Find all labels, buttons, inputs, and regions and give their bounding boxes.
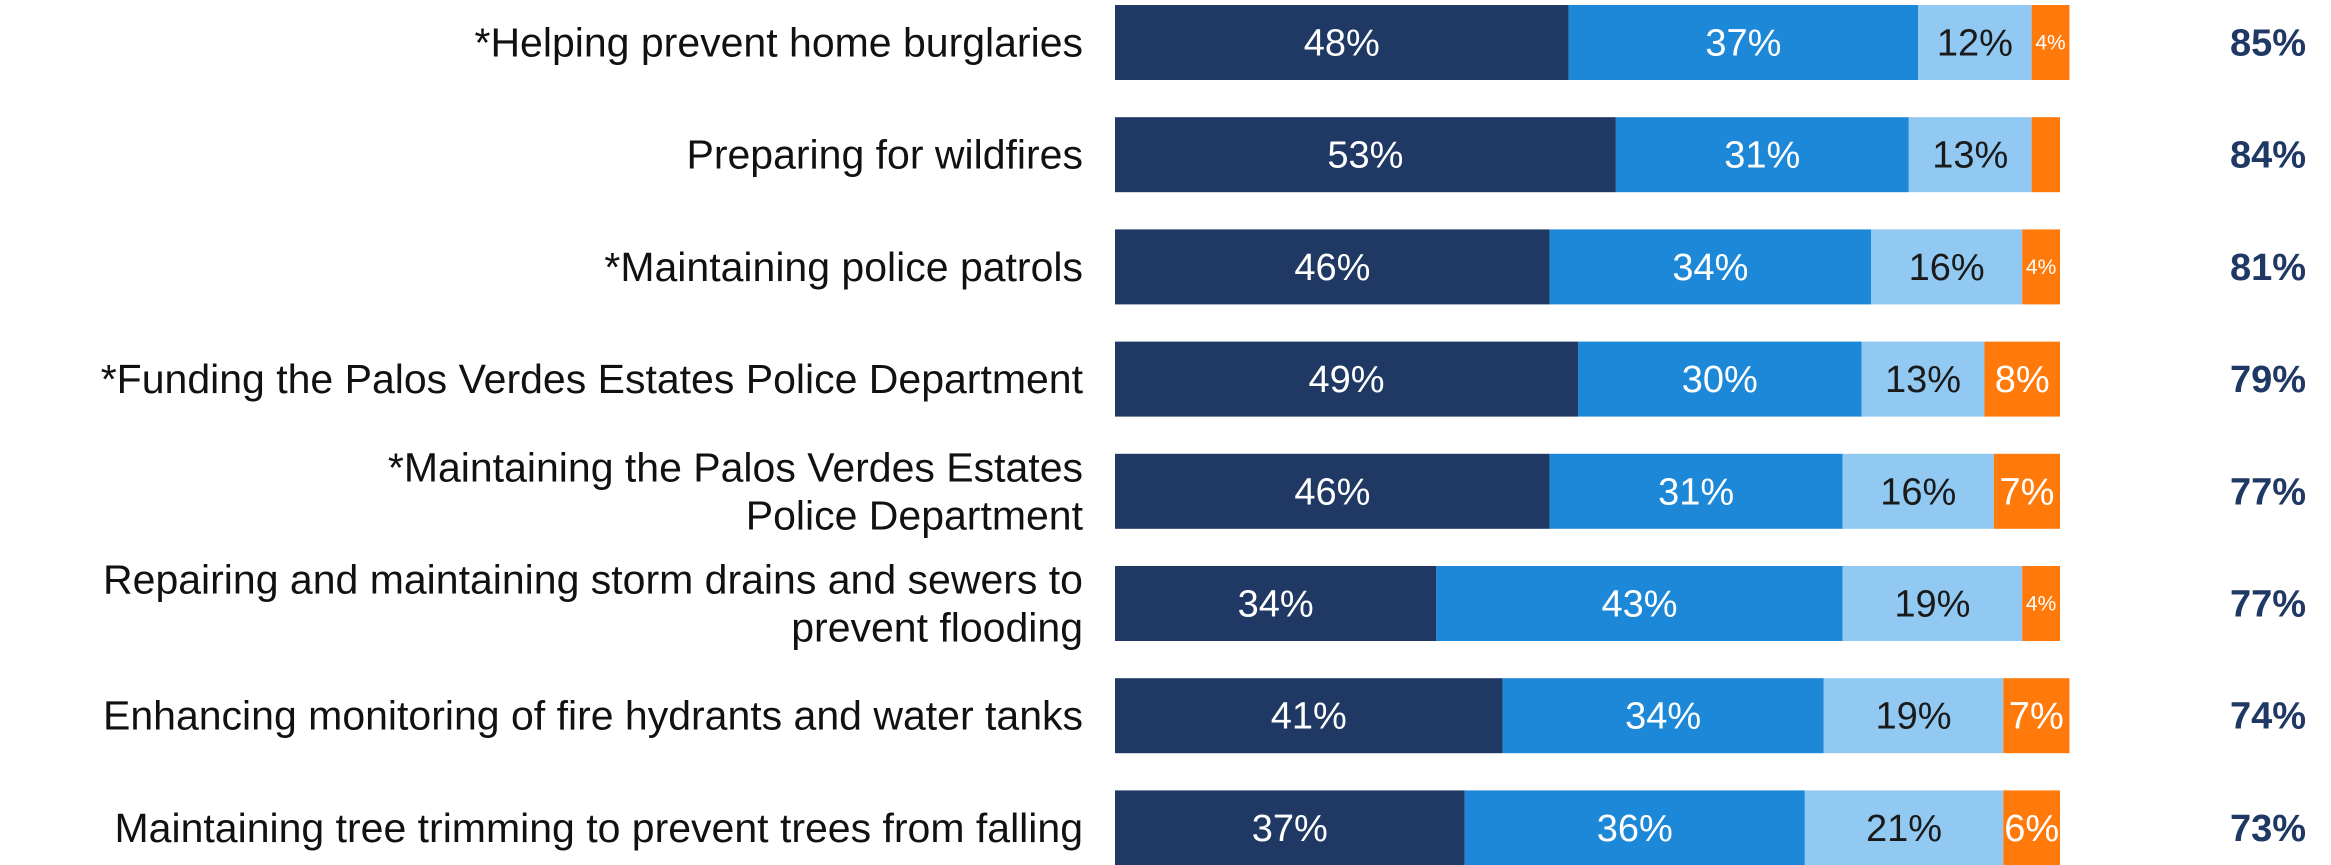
data-label: 31%: [1724, 135, 1800, 177]
bar-segment: [1615, 117, 1909, 193]
row-total: 77%: [2230, 471, 2306, 513]
bar-segment: [1908, 117, 2032, 193]
bar-segment: [1115, 453, 1550, 529]
bar-segment: [1823, 678, 2004, 754]
bar-segment: [1464, 790, 1805, 865]
bar-segment: [1115, 341, 1579, 417]
data-label: 16%: [1909, 247, 1985, 289]
data-label: 12%: [1937, 23, 2013, 65]
bar-segment: [1115, 5, 1569, 80]
category-label: *Maintaining police patrols: [604, 244, 1083, 290]
row-total: 73%: [2230, 808, 2306, 850]
data-label: 34%: [1625, 696, 1701, 738]
data-label: 31%: [1658, 471, 1734, 513]
bar-segment: [1861, 341, 1985, 417]
bar-segment: [1115, 566, 1437, 641]
bar-segment: [2003, 790, 2060, 865]
bar-segment: [1804, 790, 2004, 865]
data-label: 4%: [2035, 32, 2065, 55]
data-label: 53%: [1327, 135, 1403, 177]
data-label: 46%: [1294, 247, 1370, 289]
data-label: 6%: [2004, 808, 2059, 850]
bar-segment: [1842, 453, 1994, 529]
data-label: 4%: [2026, 593, 2056, 616]
data-label: 36%: [1597, 808, 1673, 850]
category-label: *Helping prevent home burglaries: [474, 20, 1083, 66]
data-label: 21%: [1866, 808, 1942, 850]
category-label: Enhancing monitoring of fire hydrants an…: [103, 693, 1083, 739]
category-label: Repairing and maintaining storm drains a…: [103, 557, 1083, 651]
data-label: 43%: [1601, 584, 1677, 626]
data-label: 13%: [1885, 359, 1961, 401]
bar-segment: [1115, 790, 1465, 865]
data-label: 16%: [1880, 471, 1956, 513]
row-total: 79%: [2230, 359, 2306, 401]
row-total: 84%: [2230, 135, 2306, 177]
bar-segment: [2022, 229, 2060, 305]
data-label: 19%: [1875, 696, 1951, 738]
bar-segment: [1871, 229, 2023, 305]
data-label: 7%: [1999, 471, 2054, 513]
bar-segment: [1984, 341, 2060, 417]
row-total: 77%: [2230, 584, 2306, 626]
category-labels: *Helping prevent home burglaries Preparin…: [101, 20, 1084, 851]
data-label: 7%: [2009, 696, 2064, 738]
data-label: 48%: [1304, 23, 1380, 65]
data-label: 34%: [1672, 247, 1748, 289]
data-label: 49%: [1308, 359, 1384, 401]
data-label: 46%: [1294, 471, 1370, 513]
data-label: 37%: [1705, 23, 1781, 65]
bar-segment: [2003, 678, 2070, 754]
bar-segment: [1578, 341, 1862, 417]
category-label: Maintaining tree trimming to prevent tre…: [115, 805, 1083, 851]
data-label: 37%: [1252, 808, 1328, 850]
data-label: 19%: [1894, 584, 1970, 626]
bar-segment: [1549, 453, 1843, 529]
row-totals: 85% 84% 81% 79% 77% 77% 74% 73%: [2230, 23, 2306, 850]
data-label: 30%: [1682, 359, 1758, 401]
bar-segment: [2022, 566, 2060, 641]
data-label: 13%: [1932, 135, 2008, 177]
row-total: 85%: [2230, 23, 2306, 65]
bar-segment: [1436, 566, 1843, 641]
bar-segment: [1993, 453, 2060, 529]
data-label: 34%: [1238, 584, 1314, 626]
bar-segment: [1115, 678, 1503, 754]
bar-segment: [1115, 117, 1616, 193]
category-label: *Funding the Palos Verdes Estates Police…: [101, 356, 1084, 402]
bar-segment: [2031, 117, 2060, 193]
bar-segment: [1918, 5, 2032, 80]
data-label: 4%: [2026, 256, 2056, 279]
bar-segment: [1549, 229, 1871, 305]
bars: 48% 37% 12% 4% 53% 31% 13% 46% 34% 16% 4% 49% 30% 13%…: [1115, 5, 2070, 865]
bar-segment: [2031, 5, 2070, 80]
category-label: *Maintaining the Palos Verdes Estates Pol…: [388, 444, 1084, 538]
bar-segment: [1842, 566, 2023, 641]
bar-segment: [1568, 5, 1919, 80]
bar-segment: [1115, 229, 1550, 305]
category-label: Preparing for wildfires: [687, 132, 1084, 178]
row-total: 74%: [2230, 696, 2306, 738]
data-label: 41%: [1271, 696, 1347, 738]
bar-segment: [1502, 678, 1824, 754]
data-label: 8%: [1995, 359, 2050, 401]
row-total: 81%: [2230, 247, 2306, 289]
